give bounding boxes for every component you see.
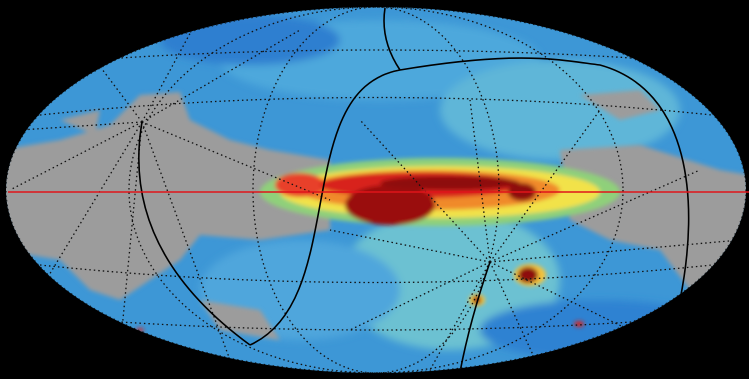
intensity-patches [160, 15, 720, 360]
graticule [6, 7, 746, 373]
masked-regions [6, 90, 746, 340]
projection-curve [249, 7, 690, 373]
meridian-curve [138, 121, 251, 346]
